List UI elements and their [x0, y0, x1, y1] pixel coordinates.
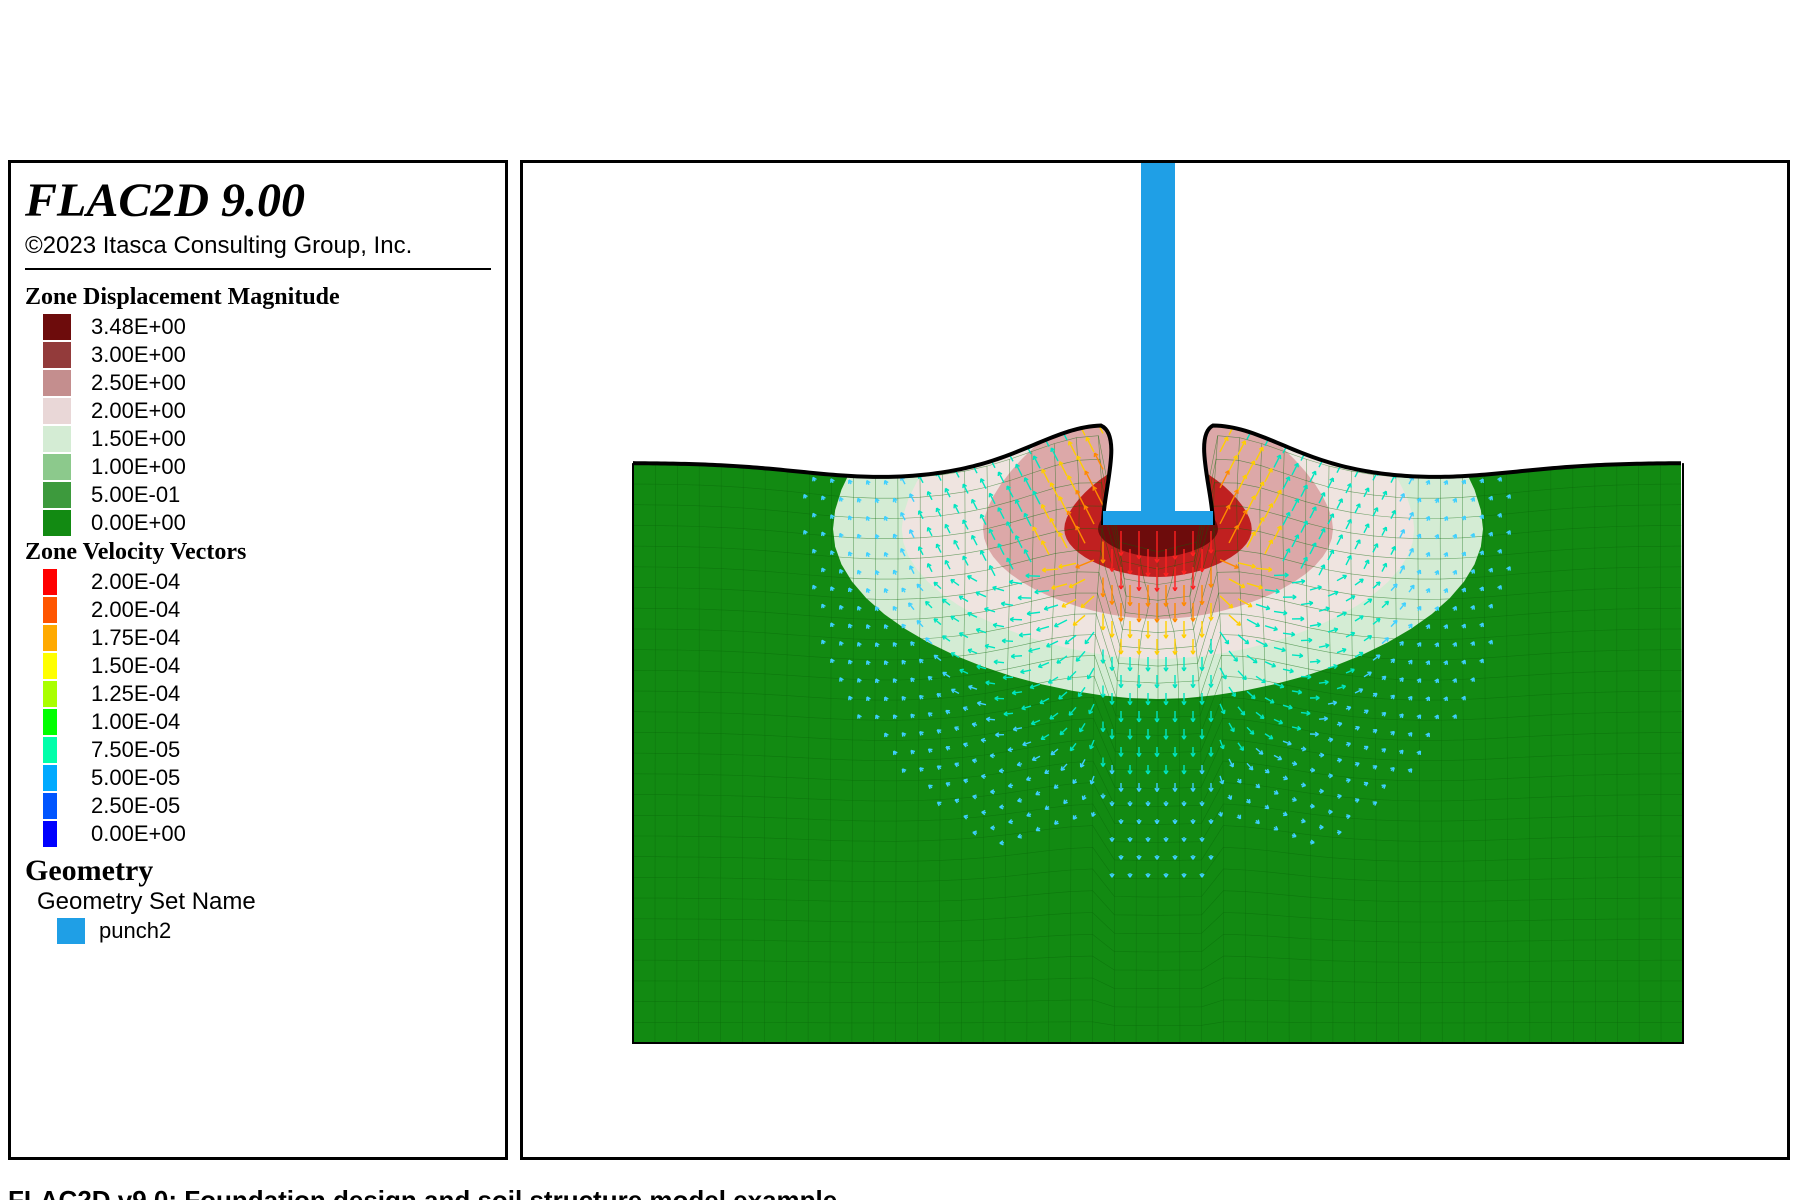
legend-row: 5.00E-01 — [43, 481, 491, 509]
legend-label: 0.00E+00 — [91, 510, 186, 536]
legend-swatch — [43, 314, 71, 340]
legend-panel: FLAC2D 9.00 ©2023 Itasca Consulting Grou… — [8, 160, 508, 1160]
app-title: FLAC2D 9.00 — [25, 173, 491, 228]
legend-geometry-title: Geometry — [25, 854, 491, 888]
legend-swatch — [43, 625, 57, 651]
legend-row: 2.50E-05 — [43, 792, 491, 820]
legend-label: 3.48E+00 — [91, 314, 186, 340]
legend-swatch — [43, 793, 57, 819]
legend-label: 2.50E-05 — [91, 793, 180, 819]
legend-row: 2.50E+00 — [43, 369, 491, 397]
legend-row: 0.00E+00 — [43, 820, 491, 848]
legend-swatch — [43, 737, 57, 763]
legend-velocity-rows: 2.00E-042.00E-041.75E-041.50E-041.25E-04… — [43, 568, 491, 848]
legend-label: 2.50E+00 — [91, 370, 186, 396]
legend-label: 0.00E+00 — [91, 821, 186, 847]
legend-swatch — [43, 426, 71, 452]
copyright-text: ©2023 Itasca Consulting Group, Inc. — [25, 232, 491, 260]
legend-label: 1.50E-04 — [91, 653, 180, 679]
legend-row: 1.50E-04 — [43, 652, 491, 680]
legend-geometry-rows: punch2 — [25, 918, 491, 944]
legend-swatch — [43, 398, 71, 424]
legend-label: 2.00E-04 — [91, 597, 180, 623]
legend-swatch — [43, 597, 57, 623]
legend-label: 1.00E-04 — [91, 709, 180, 735]
legend-row: 5.00E-05 — [43, 764, 491, 792]
legend-displacement-rows: 3.48E+003.00E+002.50E+002.00E+001.50E+00… — [43, 313, 491, 537]
legend-swatch — [43, 342, 71, 368]
legend-label: 2.00E-04 — [91, 569, 180, 595]
legend-swatch — [43, 821, 57, 847]
legend-swatch — [43, 765, 57, 791]
legend-velocity-title: Zone Velocity Vectors — [25, 539, 491, 566]
legend-swatch — [43, 709, 57, 735]
legend-row: 3.48E+00 — [43, 313, 491, 341]
legend-displacement-title: Zone Displacement Magnitude — [25, 284, 491, 311]
legend-label: 7.50E-05 — [91, 737, 180, 763]
figure-caption: FLAC2D v9.0: Foundation design and soil … — [8, 1185, 837, 1200]
plot-panel — [520, 160, 1790, 1160]
legend-row: 1.75E-04 — [43, 624, 491, 652]
legend-row: 2.00E-04 — [43, 596, 491, 624]
legend-geometry-subtitle: Geometry Set Name — [37, 888, 491, 916]
legend-row: 1.25E-04 — [43, 680, 491, 708]
legend-label: 1.25E-04 — [91, 681, 180, 707]
legend-swatch — [43, 510, 71, 536]
legend-swatch — [43, 569, 57, 595]
legend-label: 3.00E+00 — [91, 342, 186, 368]
figure-container: FLAC2D 9.00 ©2023 Itasca Consulting Grou… — [0, 0, 1800, 1200]
legend-label: 2.00E+00 — [91, 398, 186, 424]
geometry-row: punch2 — [57, 918, 491, 944]
legend-label: 1.00E+00 — [91, 454, 186, 480]
legend-swatch — [43, 454, 71, 480]
legend-label: 5.00E-01 — [91, 482, 180, 508]
legend-row: 1.50E+00 — [43, 425, 491, 453]
legend-row: 3.00E+00 — [43, 341, 491, 369]
legend-row: 2.00E-04 — [43, 568, 491, 596]
legend-label: 5.00E-05 — [91, 765, 180, 791]
legend-label: 1.50E+00 — [91, 426, 186, 452]
separator — [25, 268, 491, 270]
legend-label: 1.75E-04 — [91, 625, 180, 651]
geometry-swatch — [57, 918, 85, 944]
legend-row: 1.00E+00 — [43, 453, 491, 481]
plot-svg — [523, 163, 1787, 1157]
legend-row: 1.00E-04 — [43, 708, 491, 736]
legend-row: 0.00E+00 — [43, 509, 491, 537]
geometry-label: punch2 — [99, 918, 171, 944]
legend-swatch — [43, 653, 57, 679]
legend-swatch — [43, 482, 71, 508]
legend-swatch — [43, 681, 57, 707]
legend-swatch — [43, 370, 71, 396]
legend-row: 2.00E+00 — [43, 397, 491, 425]
legend-row: 7.50E-05 — [43, 736, 491, 764]
